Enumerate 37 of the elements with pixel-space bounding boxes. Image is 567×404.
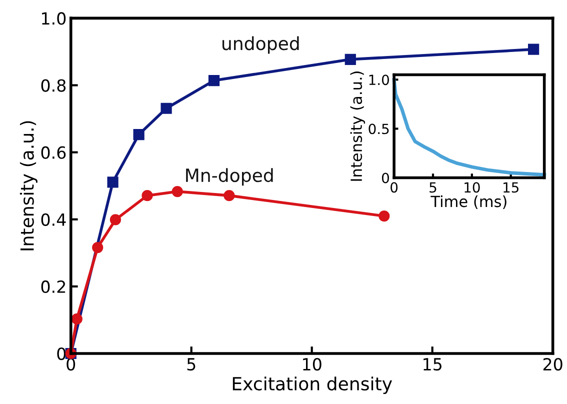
x-tick-label: 15 — [504, 182, 518, 193]
y-tick-label: 0 — [382, 172, 389, 184]
x-tick-label: 5 — [187, 358, 196, 371]
point — [142, 190, 153, 202]
point — [110, 214, 122, 226]
x-tick-label: 0 — [390, 182, 398, 193]
y-tick-label: 0.5 — [368, 124, 389, 134]
x-tick-label: 10 — [464, 182, 480, 193]
point — [208, 74, 220, 86]
y-tick-label: 1.0 — [42, 12, 66, 25]
y-tick-label: 0.4 — [41, 213, 66, 226]
y-tick-label: 0 — [57, 347, 66, 360]
point — [107, 176, 118, 188]
point — [344, 54, 356, 65]
point — [133, 128, 144, 140]
series-label: undoped — [222, 36, 299, 54]
x-tick-label: 15 — [424, 358, 442, 371]
x-axis-title: Excitation density — [232, 376, 392, 394]
y-axis-title: Intensity (a.u.) — [20, 121, 38, 250]
point — [160, 102, 172, 114]
x-tick-label: 5 — [430, 182, 436, 193]
point — [172, 186, 183, 198]
y-axis-title: Intensity (a.u.) — [350, 72, 366, 181]
point — [378, 210, 390, 222]
point — [71, 313, 82, 325]
series-label: Mn-doped — [186, 168, 273, 186]
point — [528, 44, 540, 55]
line-series — [392, 78, 546, 177]
y-tick-label: 1.0 — [369, 74, 389, 86]
x-tick-label: 20 — [543, 358, 562, 371]
x-tick-label: 10 — [303, 358, 322, 371]
x-axis-title: Time (ms) — [430, 195, 506, 209]
y-tick-label: 0.6 — [41, 146, 66, 159]
y-tick-label: 0.2 — [41, 280, 66, 294]
point — [92, 242, 104, 254]
y-tick-label: 0.8 — [41, 79, 66, 92]
point — [224, 190, 235, 202]
